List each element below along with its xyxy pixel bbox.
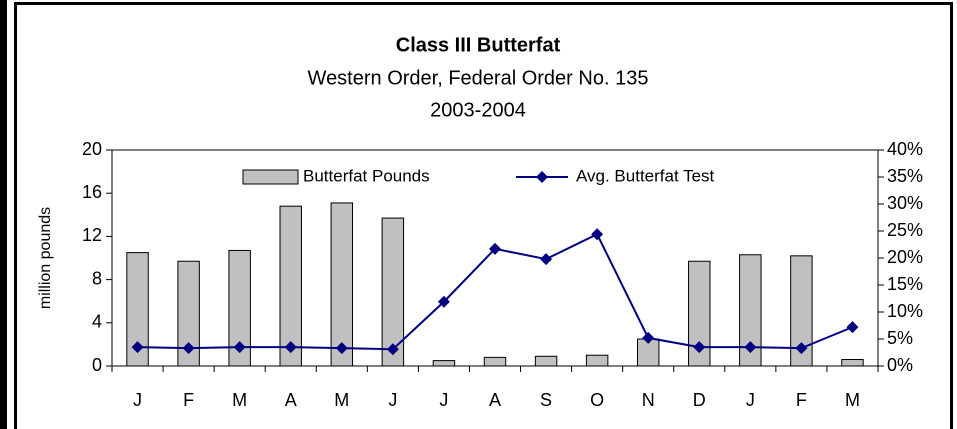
y-tick-label: 16 — [82, 182, 102, 202]
marker — [693, 341, 706, 354]
x-tick-label: S — [540, 390, 552, 410]
bar — [483, 356, 507, 367]
marker — [642, 331, 655, 344]
marker — [335, 342, 348, 355]
y2-tick-label: 25% — [887, 220, 923, 240]
legend-label: Butterfat Pounds — [303, 166, 430, 185]
x-tick-label: A — [489, 390, 501, 410]
chart-subtitle: 2003-2004 — [430, 99, 526, 121]
legend-swatch — [242, 169, 299, 185]
marker — [131, 341, 144, 354]
x-tick-label: J — [133, 390, 142, 410]
marker — [744, 341, 757, 354]
x-tick-label: A — [285, 390, 297, 410]
x-tick-label: D — [693, 390, 706, 410]
chart-subtitle: Western Order, Federal Order No. 135 — [308, 67, 649, 89]
marker — [489, 242, 501, 255]
y-tick-label: 4 — [92, 312, 102, 332]
y2-tick-label: 35% — [887, 166, 923, 186]
frame-edge — [0, 0, 7, 429]
marker — [437, 295, 450, 308]
x-tick-label: F — [796, 390, 807, 410]
y2-tick-label: 40% — [887, 139, 923, 159]
bar — [841, 359, 864, 367]
legend-label: Avg. Butterfat Test — [576, 166, 715, 185]
x-tick-label: N — [642, 390, 655, 410]
marker — [182, 342, 195, 355]
x-tick-label: O — [590, 390, 604, 410]
y-tick-label: 8 — [92, 268, 102, 288]
x-tick-label: M — [232, 390, 247, 410]
bar — [330, 202, 354, 367]
chart-title: Class III Butterfat — [396, 34, 561, 56]
marker — [386, 343, 399, 356]
y2-tick-label: 15% — [887, 274, 923, 294]
y-tick-label: 0 — [92, 355, 102, 375]
y2-tick-label: 5% — [887, 328, 913, 348]
bar — [432, 360, 456, 367]
marker — [846, 321, 859, 334]
y2-tick-label: 10% — [887, 301, 923, 321]
marker — [540, 253, 553, 266]
y-axis-label: million pounds — [37, 207, 54, 309]
y2-tick-label: 20% — [887, 247, 923, 267]
y2-tick-label: 30% — [887, 193, 923, 213]
frame — [14, 2, 953, 429]
marker — [591, 228, 604, 241]
y2-tick-label: 0% — [887, 355, 913, 375]
bar — [534, 355, 558, 367]
x-tick-label: J — [439, 390, 448, 410]
x-tick-label: F — [183, 390, 194, 410]
marker — [233, 341, 246, 354]
y-tick-label: 12 — [82, 225, 102, 245]
x-tick-label: M — [334, 390, 349, 410]
x-tick-label: M — [845, 390, 860, 410]
marker — [284, 341, 297, 354]
bar — [585, 354, 609, 367]
legend-marker — [536, 171, 548, 183]
y-tick-label: 20 — [82, 139, 102, 159]
x-tick-label: J — [746, 390, 755, 410]
x-tick-label: J — [388, 390, 397, 410]
plot-frame — [111, 149, 879, 367]
marker — [795, 342, 808, 355]
